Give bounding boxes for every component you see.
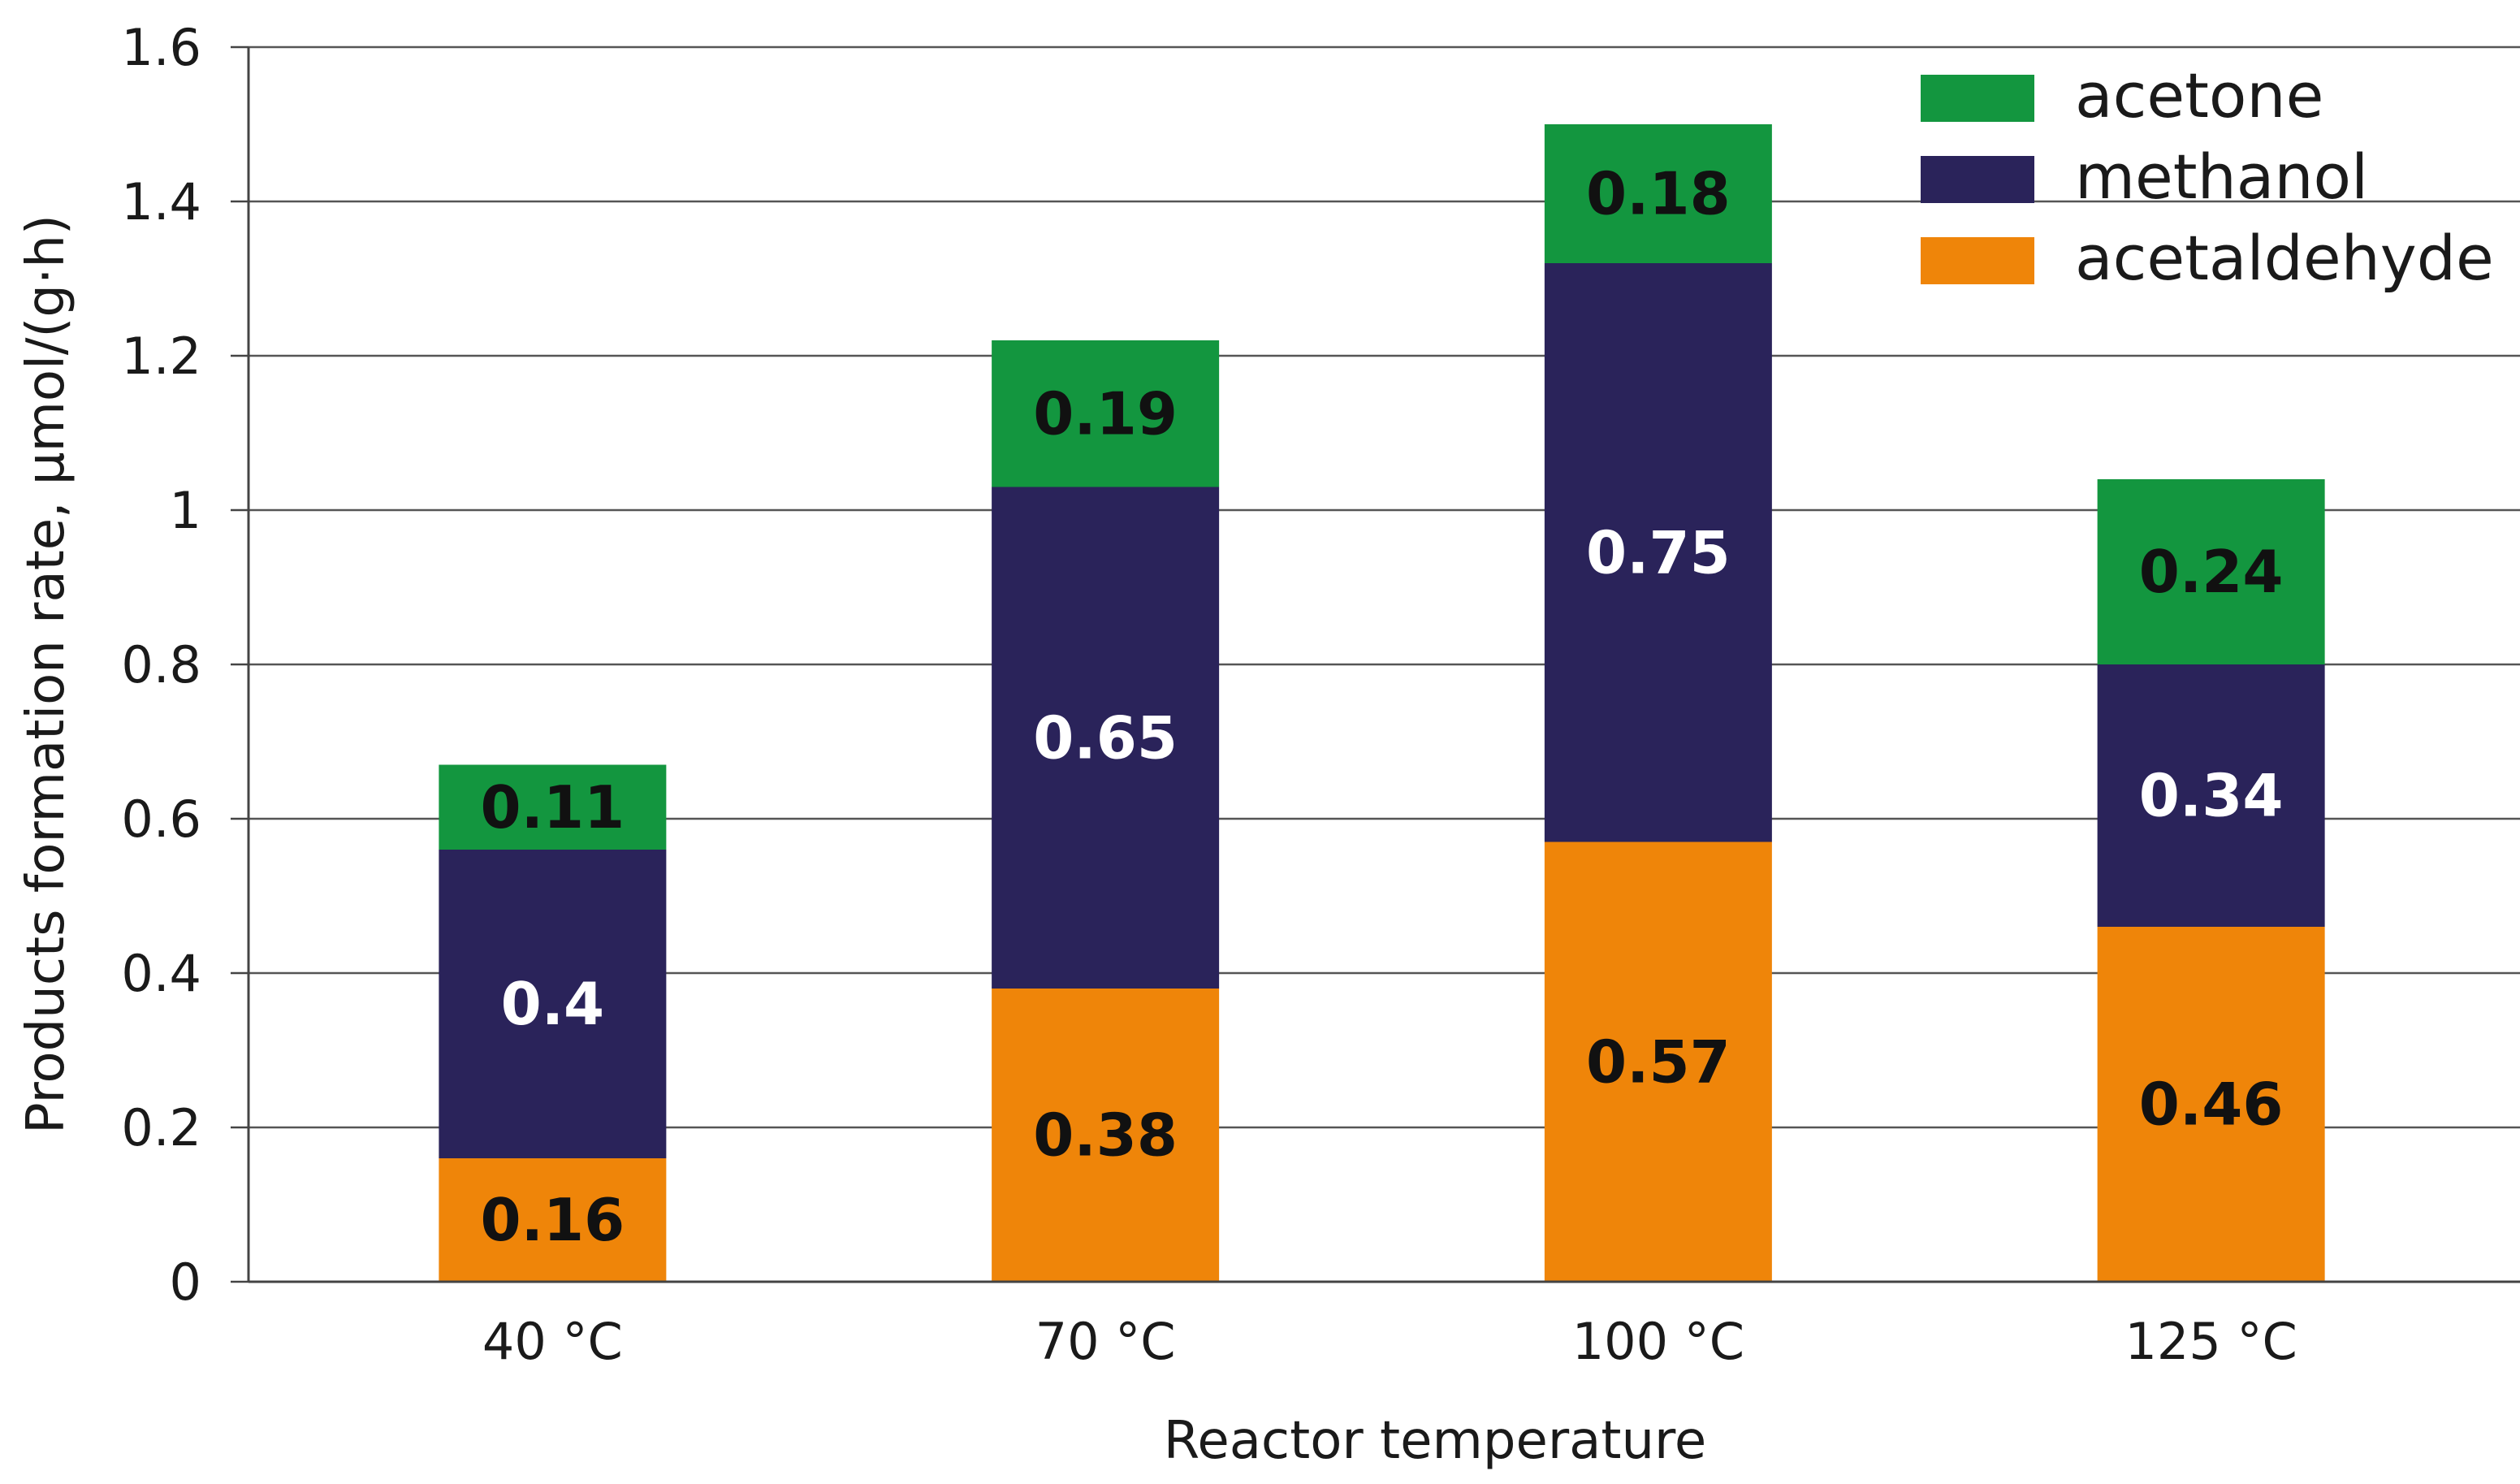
axes: 0 0.2 0.4 0.6 0.8 1 1.2 1.4 1.6 40 °C 70 °C 100 °C 1… (121, 18, 2520, 1371)
bar-segment-methanol (1544, 263, 1772, 842)
bar-segment-acetaldehyde (1544, 842, 1772, 1282)
data-label-acetaldehyde: 0.38 (1033, 1101, 1178, 1170)
data-label-methanol: 0.75 (1586, 518, 1731, 586)
data-label-acetone: 0.24 (2139, 538, 2284, 606)
y-tick-label: 1 (170, 481, 201, 540)
data-label-methanol: 0.4 (501, 970, 605, 1038)
bar-segment-acetone (1544, 124, 1772, 263)
data-label-methanol: 0.65 (1033, 703, 1178, 772)
x-tick-label: 40 °C (482, 1312, 623, 1371)
legend-label-acetone: acetone (2075, 59, 2323, 132)
legend: acetone methanol acetaldehyde (1921, 59, 2494, 294)
x-tick-label: 70 °C (1035, 1312, 1176, 1371)
x-tick-label: 100 °C (1572, 1312, 1744, 1371)
data-label-acetone: 0.19 (1033, 379, 1178, 448)
bar-segment-methanol (992, 487, 1220, 989)
bar-segment-acetone (2097, 479, 2325, 664)
data-label-acetaldehyde: 0.57 (1586, 1028, 1731, 1096)
bar-segment-acetone (439, 764, 667, 850)
y-axis-title: Products formation rate, μmol/(g·h) (16, 214, 76, 1134)
legend-swatch-acetone (1921, 75, 2034, 122)
bar-segment-methanol (439, 850, 667, 1158)
y-tick-label: 0.4 (121, 944, 201, 1003)
y-tick-label: 1.6 (121, 18, 201, 77)
legend-label-methanol: methanol (2075, 141, 2368, 213)
data-label-acetone: 0.18 (1586, 160, 1731, 228)
y-tick-label: 0.2 (121, 1098, 201, 1157)
bar-segment-acetaldehyde (439, 1158, 667, 1282)
x-axis-title: Reactor temperature (1164, 1411, 1707, 1471)
legend-swatch-acetaldehyde (1921, 237, 2034, 284)
y-tick-label: 0 (170, 1253, 201, 1312)
data-label-acetaldehyde: 0.16 (481, 1186, 625, 1254)
y-tick-label: 1.4 (121, 172, 201, 231)
y-tick-label: 0.6 (121, 790, 201, 849)
legend-swatch-methanol (1921, 156, 2034, 203)
y-tick-label: 0.8 (121, 635, 201, 694)
bar-segment-acetone (992, 340, 1220, 487)
y-tick-label: 1.2 (121, 327, 201, 386)
bars: 0.16 0.4 0.11 0.38 0.65 0.19 0.57 0.75 0.18 0.46 0… (439, 124, 2325, 1282)
bar-segment-acetaldehyde (992, 989, 1220, 1282)
data-label-acetone: 0.11 (481, 773, 625, 842)
bar-segment-methanol (2097, 664, 2325, 927)
bar-segment-acetaldehyde (2097, 927, 2325, 1282)
legend-label-acetaldehyde: acetaldehyde (2075, 222, 2494, 294)
data-label-acetaldehyde: 0.46 (2139, 1071, 2284, 1139)
data-label-methanol: 0.34 (2139, 762, 2284, 830)
x-tick-label: 125 °C (2124, 1312, 2297, 1371)
